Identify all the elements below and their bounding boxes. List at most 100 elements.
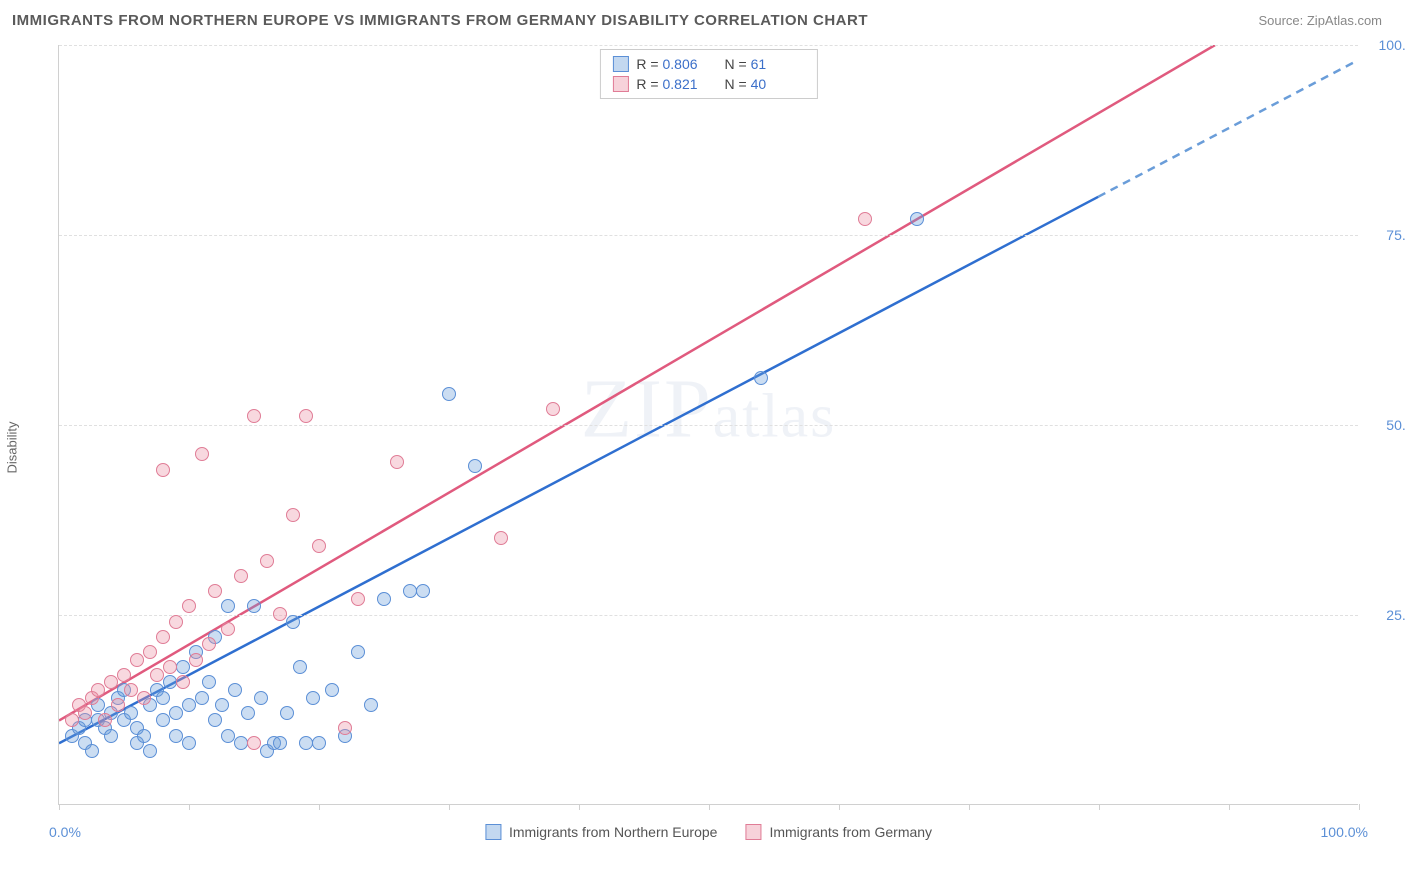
data-point: [208, 713, 222, 727]
y-axis-label: Disability: [5, 421, 20, 473]
data-point: [208, 584, 222, 598]
x-tick: [59, 804, 60, 810]
watermark: ZIPatlas: [581, 361, 837, 458]
x-tick: [449, 804, 450, 810]
series-legend: Immigrants from Northern Europe Immigran…: [485, 824, 932, 840]
data-point: [182, 736, 196, 750]
stats-row-series2: R = 0.821 N = 40: [612, 74, 804, 94]
swatch-icon: [612, 76, 628, 92]
data-point: [299, 736, 313, 750]
data-point: [104, 729, 118, 743]
data-point: [442, 387, 456, 401]
data-point: [221, 729, 235, 743]
x-tick: [189, 804, 190, 810]
data-point: [163, 675, 177, 689]
source-attribution: Source: ZipAtlas.com: [1258, 13, 1382, 28]
x-tick: [709, 804, 710, 810]
data-point: [117, 668, 131, 682]
x-tick: [1099, 804, 1100, 810]
data-point: [195, 691, 209, 705]
data-point: [169, 706, 183, 720]
data-point: [221, 599, 235, 613]
x-tick: [969, 804, 970, 810]
legend-label: Immigrants from Northern Europe: [509, 824, 718, 840]
data-point: [247, 599, 261, 613]
data-point: [156, 630, 170, 644]
data-point: [858, 212, 872, 226]
data-point: [286, 615, 300, 629]
data-point: [273, 607, 287, 621]
data-point: [65, 713, 79, 727]
data-point: [169, 615, 183, 629]
data-point: [312, 736, 326, 750]
data-point: [234, 569, 248, 583]
chart-container: Disability ZIPatlas R = 0.806 N = 61 R =…: [40, 45, 1390, 835]
data-point: [202, 675, 216, 689]
data-point: [228, 683, 242, 697]
data-point: [351, 592, 365, 606]
legend-item-series2: Immigrants from Germany: [745, 824, 932, 840]
data-point: [754, 371, 768, 385]
x-tick: [579, 804, 580, 810]
data-point: [234, 736, 248, 750]
data-point: [104, 675, 118, 689]
data-point: [221, 622, 235, 636]
data-point: [416, 584, 430, 598]
data-point: [124, 706, 138, 720]
swatch-icon: [612, 56, 628, 72]
data-point: [364, 698, 378, 712]
data-point: [215, 698, 229, 712]
gridline: [59, 425, 1358, 426]
x-tick: [1359, 804, 1360, 810]
y-tick-label: 75.0%: [1386, 227, 1406, 243]
data-point: [91, 683, 105, 697]
data-point: [273, 736, 287, 750]
data-point: [312, 539, 326, 553]
chart-title: IMMIGRANTS FROM NORTHERN EUROPE VS IMMIG…: [12, 12, 868, 29]
data-point: [85, 744, 99, 758]
stats-row-series1: R = 0.806 N = 61: [612, 54, 804, 74]
data-point: [286, 508, 300, 522]
data-point: [293, 660, 307, 674]
data-point: [468, 459, 482, 473]
y-tick-label: 25.0%: [1386, 607, 1406, 623]
data-point: [306, 691, 320, 705]
data-point: [280, 706, 294, 720]
x-tick: [839, 804, 840, 810]
data-point: [910, 212, 924, 226]
plot-area: ZIPatlas R = 0.806 N = 61 R = 0.821 N = …: [58, 45, 1358, 805]
data-point: [124, 683, 138, 697]
y-tick-label: 50.0%: [1386, 417, 1406, 433]
data-point: [182, 599, 196, 613]
swatch-icon: [745, 824, 761, 840]
data-point: [189, 653, 203, 667]
data-point: [247, 409, 261, 423]
data-point: [338, 721, 352, 735]
legend-item-series1: Immigrants from Northern Europe: [485, 824, 718, 840]
x-tick-label-max: 100.0%: [1321, 824, 1368, 840]
data-point: [111, 698, 125, 712]
data-point: [247, 736, 261, 750]
data-point: [254, 691, 268, 705]
data-point: [156, 463, 170, 477]
data-point: [260, 554, 274, 568]
x-tick: [319, 804, 320, 810]
data-point: [143, 645, 157, 659]
data-point: [130, 653, 144, 667]
data-point: [176, 660, 190, 674]
data-point: [182, 698, 196, 712]
legend-label: Immigrants from Germany: [769, 824, 932, 840]
gridline: [59, 615, 1358, 616]
gridline: [59, 45, 1358, 46]
x-tick: [1229, 804, 1230, 810]
data-point: [156, 713, 170, 727]
data-point: [241, 706, 255, 720]
data-point: [390, 455, 404, 469]
swatch-icon: [485, 824, 501, 840]
data-point: [169, 729, 183, 743]
data-point: [156, 691, 170, 705]
data-point: [195, 447, 209, 461]
data-point: [403, 584, 417, 598]
data-point: [494, 531, 508, 545]
data-point: [176, 675, 190, 689]
